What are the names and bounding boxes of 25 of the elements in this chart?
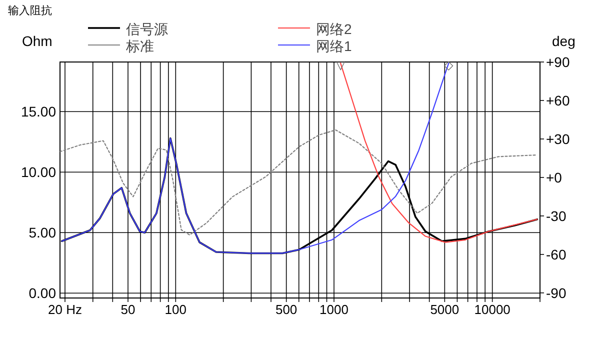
y2-axis-title: deg [552,33,576,49]
y2-tick-label: -30 [546,208,566,224]
x-tick-label: 1000 [320,302,348,317]
legend-label: 网络2 [316,21,352,37]
y-tick-label: 15.00 [20,104,56,120]
y-axis-title: Ohm [22,33,52,49]
y2-tick-label: +60 [546,92,570,108]
x-tick-label: 5000 [430,302,460,317]
y-tick-label: 10.00 [20,164,56,180]
x-tick-label: 100 [164,302,187,317]
y2-tick-label: +0 [546,169,562,186]
legend-label: 信号源 [126,21,168,37]
y-tick-label: 0.00 [28,285,56,302]
x-tick-label: 50 [120,302,136,317]
y2-tick-label: -60 [546,246,566,262]
y2-tick-label: +90 [546,54,570,70]
legend-label: 网络1 [316,38,352,54]
legend-label: 标准 [125,38,154,54]
x-tick-label: 10000 [474,302,510,317]
y2-tick-label: -90 [546,284,566,301]
chart-title: 输入阻抗 [8,4,52,17]
y2-tick-label: +30 [546,130,570,147]
x-tick-label: 20 Hz [48,302,82,317]
x-tick-label: 500 [275,302,298,317]
y-tick-label: 5.00 [28,224,56,241]
